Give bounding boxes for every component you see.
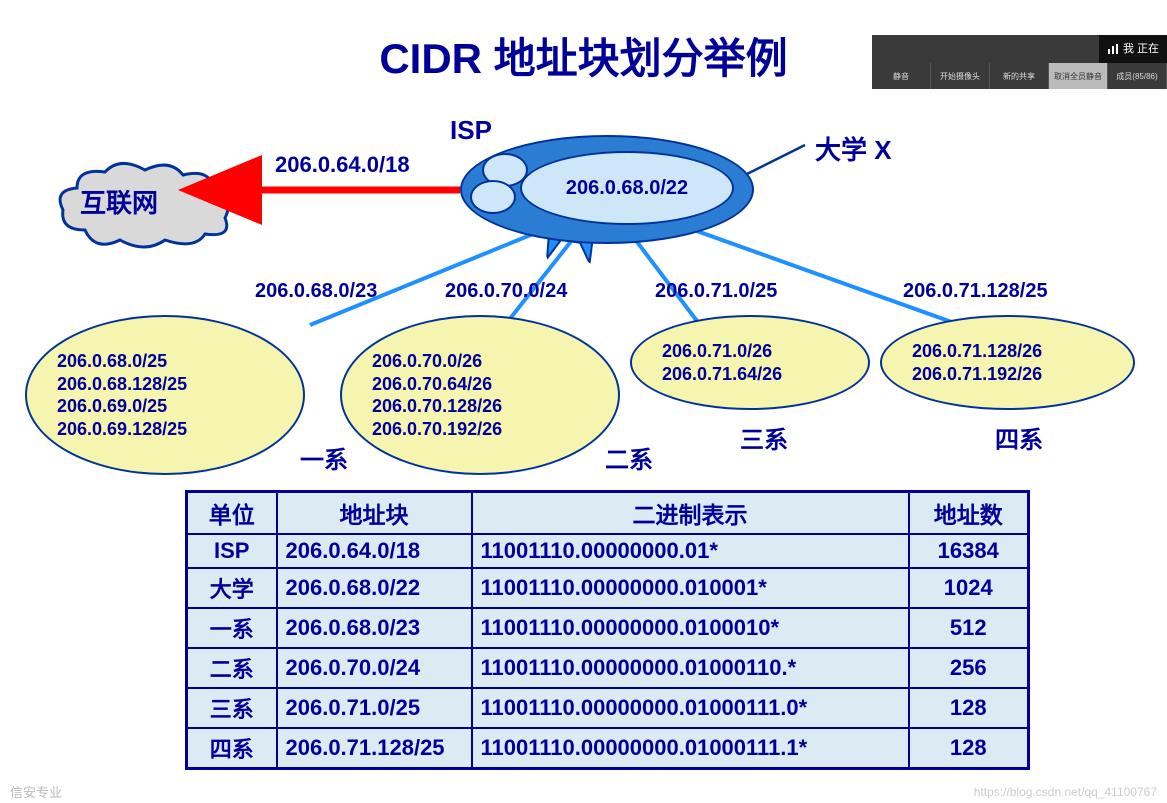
subnet-text: 206.0.69.128/25	[57, 418, 303, 441]
table-row: 三系206.0.71.0/2511001110.00000000.0100011…	[187, 688, 1029, 728]
blue-arrow-4	[680, 225, 960, 325]
meeting-toolbar: 我 正在 静音 开始摄像头 新的共享 取消全员静音 成员(85/86)	[872, 35, 1167, 89]
table-cell: 206.0.71.0/25	[277, 688, 472, 728]
th-block: 地址块	[277, 492, 472, 535]
cidr-diagram: 互联网 ISP 大学 X 206.0.64.0/18 206.0.68.0/22…	[0, 100, 1167, 480]
table-cell: 大学	[187, 568, 277, 608]
branch-cidr-1: 206.0.68.0/23	[255, 280, 377, 303]
bars-icon	[1107, 43, 1119, 55]
th-count: 地址数	[909, 492, 1029, 535]
camera-button[interactable]: 开始摄像头	[931, 63, 990, 89]
blue-arrow-3	[628, 230, 700, 325]
table-row: 二系206.0.70.0/2411001110.00000000.0100011…	[187, 648, 1029, 688]
cidr-table: 单位 地址块 二进制表示 地址数 ISP206.0.64.0/181100111…	[185, 490, 1030, 770]
toolbar-buttons: 静音 开始摄像头 新的共享 取消全员静音 成员(85/86)	[872, 63, 1167, 89]
isp-node: 206.0.68.0/22	[460, 135, 750, 240]
subnet-text: 206.0.70.128/26	[372, 395, 618, 418]
branch-cidr-2: 206.0.70.0/24	[445, 280, 567, 303]
table-cell: 二系	[187, 648, 277, 688]
table-cell: 三系	[187, 688, 277, 728]
subnet-text: 206.0.71.128/26	[912, 340, 1133, 363]
subnet-text: 206.0.71.64/26	[662, 363, 868, 386]
members-button[interactable]: 成员(85/86)	[1108, 63, 1167, 89]
watermark: https://blog.csdn.net/qq_41100767	[974, 785, 1157, 799]
share-button[interactable]: 新的共享	[990, 63, 1049, 89]
table-cell: 11001110.00000000.0100010*	[472, 608, 909, 648]
isp-small-ellipse-2	[470, 180, 516, 214]
table-cell: 128	[909, 688, 1029, 728]
table-row: 大学206.0.68.0/2211001110.00000000.010001*…	[187, 568, 1029, 608]
footer-left: 信安专业	[10, 782, 62, 801]
table-cell: 206.0.70.0/24	[277, 648, 472, 688]
blue-arrow-1	[310, 225, 555, 325]
table-cell: 11001110.00000000.010001*	[472, 568, 909, 608]
subnet-text: 206.0.71.0/26	[662, 340, 868, 363]
table-cell: 206.0.68.0/22	[277, 568, 472, 608]
subnet-text: 206.0.70.0/26	[372, 350, 618, 373]
dept-ellipse-2: 206.0.70.0/26206.0.70.64/26206.0.70.128/…	[340, 315, 620, 475]
th-binary: 二进制表示	[472, 492, 909, 535]
table-row: 四系206.0.71.128/2511001110.00000000.01000…	[187, 728, 1029, 769]
table-row: 一系206.0.68.0/2311001110.00000000.0100010…	[187, 608, 1029, 648]
subnet-text: 206.0.69.0/25	[57, 395, 303, 418]
status-text: 我 正在	[1123, 35, 1159, 63]
mute-button[interactable]: 静音	[872, 63, 931, 89]
table-cell: 11001110.00000000.01000111.0*	[472, 688, 909, 728]
dept-ellipse-1: 206.0.68.0/25206.0.68.128/25206.0.69.0/2…	[25, 315, 305, 475]
subnet-text: 206.0.68.0/25	[57, 350, 303, 373]
internet-label: 互联网	[80, 183, 158, 220]
subnet-text: 206.0.68.128/25	[57, 373, 303, 396]
table-cell: 1024	[909, 568, 1029, 608]
main-arrow-cidr: 206.0.64.0/18	[275, 152, 410, 178]
dept-label-1: 一系	[300, 440, 348, 475]
table-header-row: 单位 地址块 二进制表示 地址数	[187, 492, 1029, 535]
branch-cidr-3: 206.0.71.0/25	[655, 280, 777, 303]
table-cell: 11001110.00000000.01*	[472, 534, 909, 568]
table-cell: 206.0.68.0/23	[277, 608, 472, 648]
dept-label-3: 三系	[740, 420, 788, 455]
isp-inner-ellipse: 206.0.68.0/22	[520, 151, 734, 225]
table-cell: 512	[909, 608, 1029, 648]
university-label: 大学 X	[815, 130, 892, 167]
univ-connector	[745, 145, 805, 175]
dept-ellipse-4: 206.0.71.128/26206.0.71.192/26	[880, 315, 1135, 410]
table-cell: 256	[909, 648, 1029, 688]
table-cell: 16384	[909, 534, 1029, 568]
branch-cidr-4: 206.0.71.128/25	[903, 280, 1048, 303]
table-cell: 206.0.64.0/18	[277, 534, 472, 568]
toolbar-status: 我 正在	[1099, 35, 1167, 63]
subnet-text: 206.0.70.192/26	[372, 418, 618, 441]
dept-ellipse-3: 206.0.71.0/26206.0.71.64/26	[630, 315, 870, 410]
cidr-table-wrap: 单位 地址块 二进制表示 地址数 ISP206.0.64.0/181100111…	[185, 490, 1030, 770]
table-row: ISP206.0.64.0/1811001110.00000000.01*163…	[187, 534, 1029, 568]
table-cell: 128	[909, 728, 1029, 769]
subnet-text: 206.0.70.64/26	[372, 373, 618, 396]
table-cell: 206.0.71.128/25	[277, 728, 472, 769]
table-cell: 四系	[187, 728, 277, 769]
table-cell: 11001110.00000000.01000110.*	[472, 648, 909, 688]
table-cell: 11001110.00000000.01000111.1*	[472, 728, 909, 769]
unmute-all-button[interactable]: 取消全员静音	[1049, 63, 1108, 89]
dept-label-2: 二系	[605, 440, 653, 475]
th-unit: 单位	[187, 492, 277, 535]
table-cell: ISP	[187, 534, 277, 568]
subnet-text: 206.0.71.192/26	[912, 363, 1133, 386]
blue-arrow-2	[505, 230, 580, 325]
table-cell: 一系	[187, 608, 277, 648]
dept-label-4: 四系	[995, 420, 1043, 455]
